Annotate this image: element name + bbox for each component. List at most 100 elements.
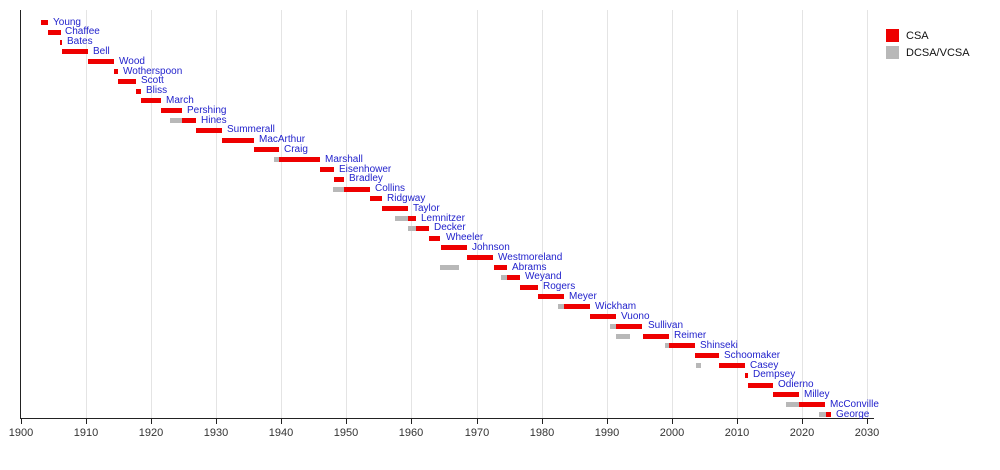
csa-bar: [745, 373, 748, 378]
axis-tick-label: 1930: [203, 427, 229, 439]
person-label: Eisenhower: [339, 164, 392, 175]
axis-tick-label: 1950: [333, 427, 359, 439]
csa-bar: [254, 147, 279, 152]
vcsa-bar: [558, 304, 565, 309]
axis-tick-label: 1900: [8, 427, 34, 439]
csa-bar: [141, 98, 161, 103]
csa-bar: [161, 108, 182, 113]
csa-bar: [182, 118, 196, 123]
csa-bar: [279, 157, 320, 162]
dcsa-vcsa-color-swatch: [886, 46, 899, 59]
csa-bar: [41, 20, 48, 25]
axis-tick: [281, 418, 282, 424]
csa-bar: [382, 206, 408, 211]
csa-bar: [416, 226, 429, 231]
csa-bar: [344, 187, 370, 192]
vcsa-bar: [616, 334, 630, 339]
vcsa-bar: [440, 265, 459, 270]
csa-bar: [118, 79, 136, 84]
decade-gridline: [411, 10, 412, 418]
csa-bar: [538, 294, 564, 299]
decade-gridline: [281, 10, 282, 418]
csa-bar: [408, 216, 416, 221]
person-label: Scott: [141, 75, 164, 86]
person-label: Odierno: [778, 379, 814, 390]
person-label: Bell: [93, 46, 110, 57]
decade-gridline: [802, 10, 803, 418]
csa-bar: [564, 304, 590, 309]
person-label: Pershing: [187, 105, 227, 116]
csa-bar: [136, 89, 141, 94]
person-label: Dempsey: [753, 369, 796, 380]
decade-gridline: [346, 10, 347, 418]
vcsa-bar: [819, 412, 826, 417]
axis-tick: [21, 418, 22, 424]
person-label: Wotherspoon: [123, 66, 183, 77]
axis-tick: [411, 418, 412, 424]
person-label: MacArthur: [259, 134, 306, 145]
decade-gridline: [867, 10, 868, 418]
axis-tick-label: 1910: [73, 427, 99, 439]
csa-bar: [669, 343, 695, 348]
axis-tick-label: 1960: [398, 427, 424, 439]
csa-bar: [48, 30, 61, 35]
csa-bar: [799, 402, 825, 407]
person-label: Chaffee: [65, 26, 100, 37]
axis-tick: [346, 418, 347, 424]
person-label: Westmoreland: [498, 252, 563, 263]
person-label: Johnson: [472, 242, 510, 253]
vcsa-bar: [170, 118, 182, 123]
csa-bar: [60, 40, 62, 45]
csa-bar: [62, 49, 88, 54]
axis-tick: [802, 418, 803, 424]
decade-gridline: [737, 10, 738, 418]
csa-color-swatch: [886, 29, 899, 42]
vcsa-bar: [274, 157, 280, 162]
person-label: Wickham: [595, 301, 637, 312]
csa-bar: [320, 167, 334, 172]
axis-tick: [216, 418, 217, 424]
vcsa-bar: [610, 324, 617, 329]
person-label: Sullivan: [648, 320, 684, 331]
vcsa-bar: [696, 363, 701, 368]
person-label: March: [166, 95, 194, 106]
person-label: Weyand: [525, 271, 562, 282]
person-label: Vuono: [621, 311, 650, 322]
csa-bar: [616, 324, 642, 329]
csa-bar: [773, 392, 799, 397]
axis-tick: [477, 418, 478, 424]
person-label: Shinseki: [700, 340, 738, 351]
person-label: Hines: [201, 115, 227, 126]
person-label: Bliss: [146, 85, 168, 96]
person-label: Abrams: [512, 262, 547, 273]
person-label: Ridgway: [387, 193, 426, 204]
person-label: Wheeler: [446, 232, 484, 243]
csa-bar: [507, 275, 520, 280]
axis-tick-label: 1940: [268, 427, 294, 439]
person-label: Bates: [67, 36, 93, 47]
decade-gridline: [477, 10, 478, 418]
csa-bar: [429, 236, 440, 241]
csa-bar: [88, 59, 114, 64]
y-axis-line: [20, 10, 21, 418]
csa-bar: [826, 412, 831, 417]
vcsa-bar: [786, 402, 799, 407]
legend-label-dcsa-vcsa: DCSA/VCSA: [906, 46, 970, 59]
csa-bar: [370, 196, 382, 201]
csa-bar: [467, 255, 493, 260]
decade-gridline: [607, 10, 608, 418]
person-label: Schoomaker: [724, 350, 781, 361]
person-label: Young: [53, 17, 81, 28]
csa-bar: [748, 383, 773, 388]
person-label: Decker: [434, 222, 466, 233]
person-label: Reimer: [674, 330, 707, 341]
axis-tick-label: 1970: [464, 427, 490, 439]
vcsa-bar: [501, 275, 508, 280]
x-axis-line: [20, 418, 874, 419]
person-label: Craig: [284, 144, 308, 155]
decade-gridline: [86, 10, 87, 418]
person-label: Collins: [375, 183, 406, 194]
csa-bar: [334, 177, 344, 182]
person-label: Bradley: [349, 173, 383, 184]
